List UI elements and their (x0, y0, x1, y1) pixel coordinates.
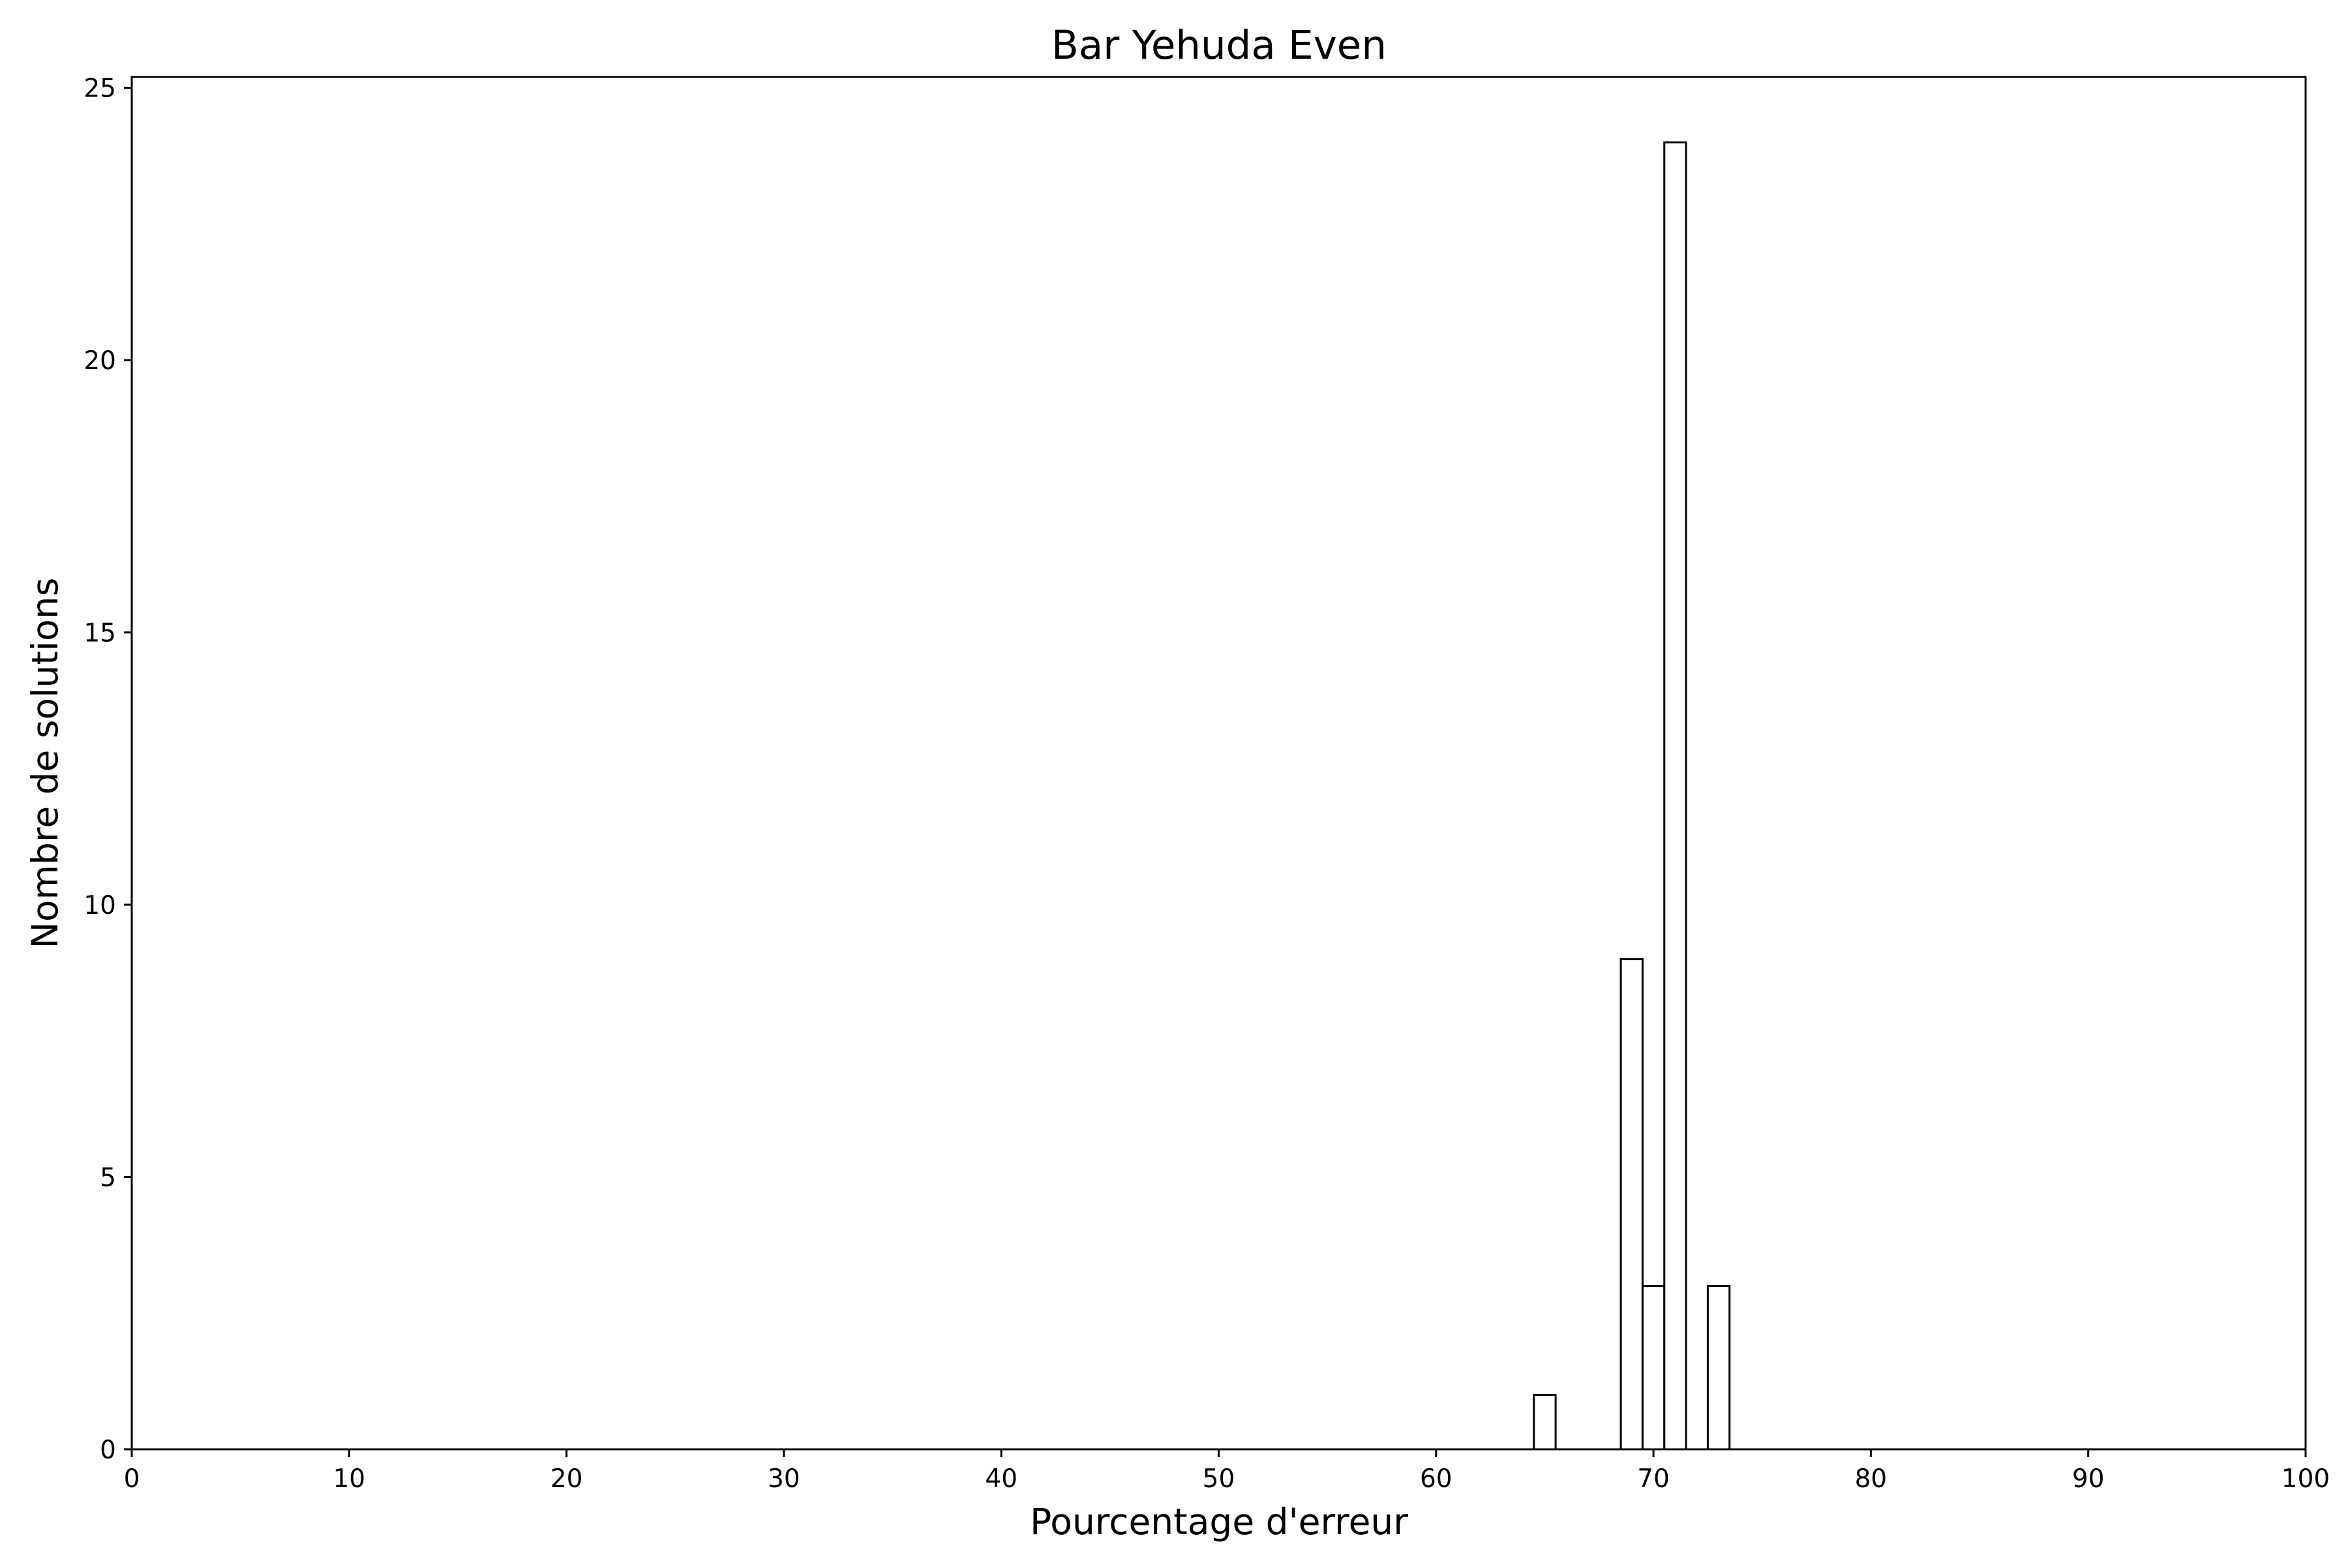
plot-frame (130, 76, 2307, 1451)
bar-70 (1641, 1285, 1666, 1451)
y-tick-label: 20 (83, 346, 116, 376)
bar-69 (1619, 958, 1644, 1451)
x-ticks-group: 0 10 20 30 40 50 60 70 80 90 100 (124, 1449, 2330, 1494)
y-axis-label: Nombre de solutions (24, 578, 66, 949)
x-tick-label: 10 (333, 1464, 365, 1494)
x-tick-label: 60 (1420, 1464, 1452, 1494)
y-tick-label: 0 (100, 1436, 116, 1465)
y-tick-label: 25 (83, 74, 116, 104)
y-tick-label: 15 (83, 619, 116, 648)
x-tick-label: 50 (1203, 1464, 1235, 1494)
x-tick-label: 100 (2281, 1464, 2330, 1494)
x-tick-label: 40 (985, 1464, 1017, 1494)
bars-group (1533, 141, 1731, 1451)
chart-title: Bar Yehuda Even (1051, 22, 1387, 68)
x-tick-label: 30 (768, 1464, 800, 1494)
x-tick-label: 80 (1855, 1464, 1888, 1494)
x-tick-label: 70 (1637, 1464, 1670, 1494)
bar-71 (1663, 141, 1687, 1451)
x-tick-label: 20 (550, 1464, 583, 1494)
x-tick-label: 90 (2072, 1464, 2105, 1494)
bar-73 (1706, 1285, 1731, 1451)
y-ticks-group: 0 5 10 15 20 25 (83, 74, 132, 1465)
y-tick-label: 10 (83, 891, 116, 920)
y-tick-label: 5 (100, 1164, 116, 1193)
x-axis-label: Pourcentage d'erreur (1030, 1501, 1408, 1543)
bar-65 (1533, 1394, 1557, 1451)
x-tick-label: 0 (124, 1464, 140, 1494)
